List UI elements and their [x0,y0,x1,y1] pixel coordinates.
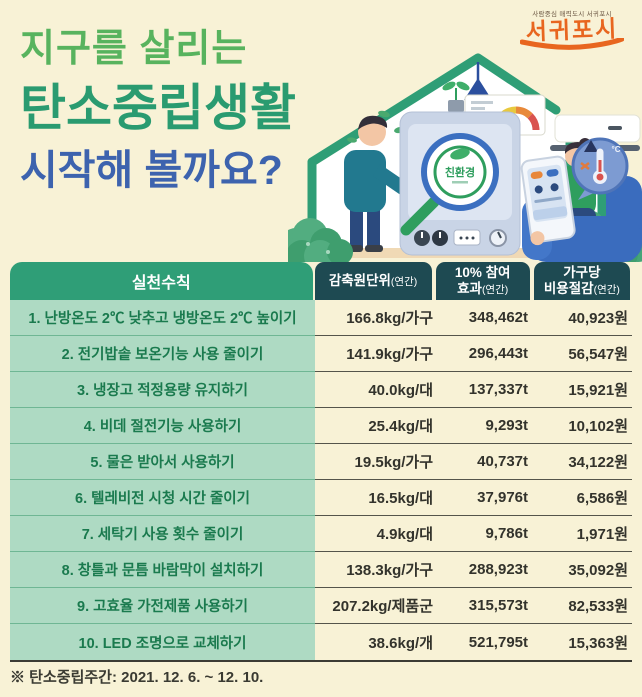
row-saving-value: 10,102원 [568,418,628,435]
house-outline [307,53,561,260]
table-bottom-rule [10,660,632,662]
row-unit-value: 38.6kg/개 [368,634,433,652]
header-saving-sub: (연간) [593,284,620,296]
table-row: 1. 난방온도 2℃ 낮추고 냉방온도 2℃ 높이기 166.8kg/가구 34… [10,300,632,336]
table-row: 8. 창틀과 문틈 바람막이 설치하기 138.3kg/가구 288,923t … [10,552,632,588]
title-line-2: 탄소중립생활 [20,80,296,136]
header-effect-line2: 효과 [457,281,482,296]
row-values: 38.6kg/개 521,795t 15,363원 [315,624,632,660]
practice-table: 실천수칙 감축원단위(연간) 10% 참여 효과(연간) 가구당 비용절감(연간… [10,262,632,662]
thermometer-unit-label: °C [612,145,621,154]
row-effect-value: 37,976t [477,489,528,506]
logo-tagline: 사람중심 매력도시 서귀포시 [532,11,612,18]
row-label: 3. 냉장고 적정용량 유지하기 [10,372,315,408]
row-effect-value: 296,443t [468,345,528,362]
row-label: 6. 텔레비전 시청 시간 줄이기 [10,480,315,516]
logo-swoosh-icon [520,38,624,50]
row-saving-value: 15,921원 [568,382,628,399]
row-saving-value: 40,923원 [568,310,628,327]
row-unit-value: 16.5kg/대 [368,490,433,507]
row-label: 2. 전기밥솥 보온기능 사용 줄이기 [10,336,315,372]
table-row: 4. 비데 절전기능 사용하기 25.4kg/대 9,293t 10,102원 [10,408,632,444]
row-effect-value: 315,573t [468,597,528,614]
row-label: 10. LED 조명으로 교체하기 [10,624,315,660]
row-label: 7. 세탁기 사용 횟수 줄이기 [10,516,315,552]
header-effect-line1: 10% 참여 [454,265,511,281]
row-unit-value: 4.9kg/대 [376,526,433,543]
table-row: 9. 고효율 가전제품 사용하기 207.2kg/제품군 315,573t 82… [10,588,632,624]
seogwipo-city-logo: 사람중심 매력도시 서귀포시 서귀포시 [512,8,632,50]
table-header-row: 실천수칙 감축원단위(연간) 10% 참여 효과(연간) 가구당 비용절감(연간… [10,262,632,300]
header-reduction-unit-sub: (연간) [390,276,418,289]
row-values: 40.0kg/대 137,337t 15,921원 [315,372,632,408]
row-effect-value: 40,737t [477,453,528,470]
row-values: 141.9kg/가구 296,443t 56,547원 [315,336,632,372]
eco-badge-label: 친환경 [445,165,475,179]
row-saving-value: 82,533원 [568,598,628,615]
row-effect-value: 9,293t [485,417,528,434]
row-unit-value: 19.5kg/가구 [354,454,433,471]
row-effect-value: 137,337t [468,381,528,398]
header-saving-line1: 가구당 [563,265,601,281]
row-values: 25.4kg/대 9,293t 10,102원 [315,408,632,444]
title-line-1: 지구를 살리는 [20,28,248,70]
row-saving-value: 56,547원 [568,346,628,363]
bush-left [288,218,353,262]
header-reduction-unit-main: 감축원단위 [328,273,391,289]
title-line-3: 시작해 볼까요? [20,147,283,193]
table-row: 2. 전기밥솥 보온기능 사용 줄이기 141.9kg/가구 296,443t … [10,336,632,372]
table-row: 6. 텔레비전 시청 시간 줄이기 16.5kg/대 37,976t 6,586… [10,480,632,516]
eco-badge: 친환경 [433,145,487,199]
house-illustration: 친환경 [288,53,642,262]
table-row: 5. 물은 받아서 사용하기 19.5kg/가구 40,737t 34,122원 [10,444,632,480]
table-row: 7. 세탁기 사용 횟수 줄이기 4.9kg/대 9,786t 1,971원 [10,516,632,552]
row-unit-value: 138.3kg/가구 [346,562,433,579]
row-unit-value: 207.2kg/제품군 [332,598,433,615]
row-saving-value: 15,363원 [568,634,628,652]
row-label: 4. 비데 절전기능 사용하기 [10,408,315,444]
page-title: 지구를 살리는 탄소중립생활 시작해 볼까요? [20,30,296,191]
table-row: 3. 냉장고 적정용량 유지하기 40.0kg/대 137,337t 15,92… [10,372,632,408]
row-effect-value: 9,786t [485,525,528,542]
row-values: 19.5kg/가구 40,737t 34,122원 [315,444,632,480]
row-saving-value: 35,092원 [568,562,628,579]
logo-wordmark: 서귀포시 [525,15,619,45]
header-cost-saving: 가구당 비용절감(연간) [532,262,632,300]
row-effect-value: 288,923t [468,561,528,578]
smartphone [520,155,576,246]
footnote: ※ 탄소중립주간: 2021. 12. 6. ~ 12. 10. [10,669,264,686]
row-values: 138.3kg/가구 288,923t 35,092원 [315,552,632,588]
row-label: 8. 창틀과 문틈 바람막이 설치하기 [10,552,315,588]
header-participation-effect: 10% 참여 효과(연간) [434,262,532,300]
row-label: 9. 고효율 가전제품 사용하기 [10,588,315,624]
row-unit-value: 141.9kg/가구 [346,346,433,363]
header-reduction-unit: 감축원단위(연간) [313,262,434,300]
row-unit-value: 40.0kg/대 [368,382,433,399]
table-row: 10. LED 조명으로 교체하기 38.6kg/개 521,795t 15,3… [10,624,632,660]
row-values: 207.2kg/제품군 315,573t 82,533원 [315,588,632,624]
header-effect-sub: (연간) [481,284,509,296]
header-saving-line2: 비용절감 [543,281,594,296]
row-label: 5. 물은 받아서 사용하기 [10,444,315,480]
thermometer-bubble-icon: °C [571,137,629,200]
row-saving-value: 6,586원 [576,490,628,507]
row-values: 166.8kg/가구 348,462t 40,923원 [315,300,632,336]
row-values: 16.5kg/대 37,976t 6,586원 [315,480,632,516]
row-label: 1. 난방온도 2℃ 낮추고 냉방온도 2℃ 높이기 [10,300,315,336]
row-saving-value: 34,122원 [568,454,628,471]
row-unit-value: 166.8kg/가구 [346,310,433,327]
row-saving-value: 1,971원 [576,526,628,543]
row-unit-value: 25.4kg/대 [368,418,433,435]
row-effect-value: 348,462t [468,309,528,326]
row-values: 4.9kg/대 9,786t 1,971원 [315,516,632,552]
header-practice: 실천수칙 [10,262,313,300]
row-effect-value: 521,795t [468,633,528,651]
